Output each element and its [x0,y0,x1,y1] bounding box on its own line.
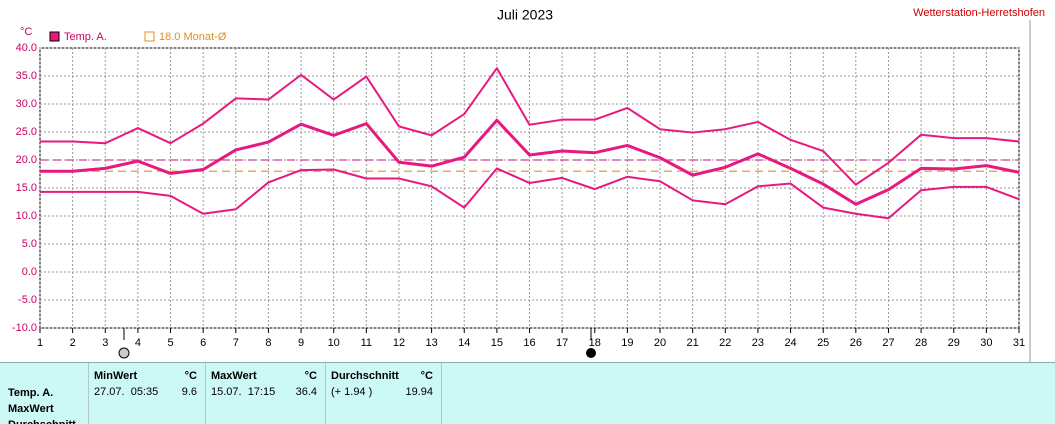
legend-label: 18.0 Monat-Ø [159,31,227,43]
row-label: MaxWert [8,403,54,415]
x-tick-label: 19 [621,337,633,349]
row-label: Temp. A. [8,387,54,399]
x-tick-label: 2 [70,337,76,349]
series-line [40,167,1020,220]
cell-time: 15.07. 17:15 [211,386,276,398]
x-tick-label: 6 [200,337,206,349]
x-tick-label: 17 [556,337,568,349]
x-tick-label: 28 [915,337,927,349]
x-tick-label: 24 [784,337,796,349]
x-tick-label: 14 [458,337,470,349]
x-tick-label: 5 [167,337,173,349]
x-tick-label: 8 [265,337,271,349]
x-tick-label: 23 [752,337,764,349]
y-tick-label: 35.0 [16,70,37,82]
moon-icon [118,347,130,359]
cell-value: 19.94 [405,386,433,398]
x-tick-label: 18 [589,337,601,349]
y-tick-label: 30.0 [16,98,37,110]
moon-icon [586,348,596,358]
cell-time: (+ 1.94 ) [331,386,373,398]
legend-label: Temp. A. [64,31,107,43]
stats-column: Durchschnitt °C (+ 1.94 ) 19.94 [325,363,442,424]
station-name: Wetterstation-Herretshofen [913,7,1045,19]
y-tick-label: 40.0 [16,42,37,54]
y-axis-label: °C [20,26,32,38]
stats-column: MaxWert °C 15.07. 17:15 36.4 [205,363,326,424]
column-unit: °C [184,370,197,382]
column-unit: °C [304,370,317,382]
x-tick-label: 10 [328,337,340,349]
chart-title: Juli 2023 [497,7,553,23]
cell-value: 9.6 [181,386,197,398]
row-label-column [0,363,89,424]
row-label: Durchschnitt [8,419,76,424]
x-tick-label: 4 [135,337,141,349]
cell-value: 36.4 [295,386,317,398]
y-tick-label: 15.0 [16,182,37,194]
legend-swatch [144,31,155,42]
series-line [40,118,1020,206]
x-tick-label: 1 [37,337,43,349]
x-tick-label: 3 [102,337,108,349]
x-tick-label: 27 [882,337,894,349]
stats-column: MinWert °C 27.07. 05:35 9.6 [88,363,206,424]
column-title: MinWert [94,370,138,382]
x-tick-label: 21 [687,337,699,349]
legend-swatch [49,31,60,42]
y-tick-label: 25.0 [16,126,37,138]
x-tick-label: 22 [719,337,731,349]
column-title: Durchschnitt [331,370,399,382]
x-tick-label: 31 [1013,337,1025,349]
y-tick-label: 5.0 [22,238,37,250]
x-tick-label: 15 [491,337,503,349]
series-line [40,67,1020,186]
stats-panel: Temp. A. MaxWert Durchschnitt MinWert °C 27.0… [0,362,1055,424]
x-tick-label: 16 [523,337,535,349]
chart: Juli 2023 Wetterstation-Herretshofen °C … [12,7,1045,362]
x-tick-label: 30 [980,337,992,349]
x-tick-label: 7 [233,337,239,349]
x-tick-label: 11 [361,337,372,349]
x-tick-label: 12 [393,337,405,349]
y-tick-label: -5.0 [18,294,37,306]
cell-time: 27.07. 05:35 [94,386,159,398]
column-unit: °C [420,370,433,382]
x-tick-label: 25 [817,337,829,349]
x-tick-label: 26 [850,337,862,349]
x-tick-label: 29 [948,337,960,349]
x-tick-label: 13 [425,337,437,349]
x-tick-label: 20 [654,337,666,349]
y-tick-label: 0.0 [22,266,37,278]
column-title: MaxWert [211,370,257,382]
x-tick-label: 9 [298,337,304,349]
y-tick-label: -10.0 [12,322,37,334]
y-tick-label: 20.0 [16,154,37,166]
y-tick-label: 10.0 [16,210,37,222]
